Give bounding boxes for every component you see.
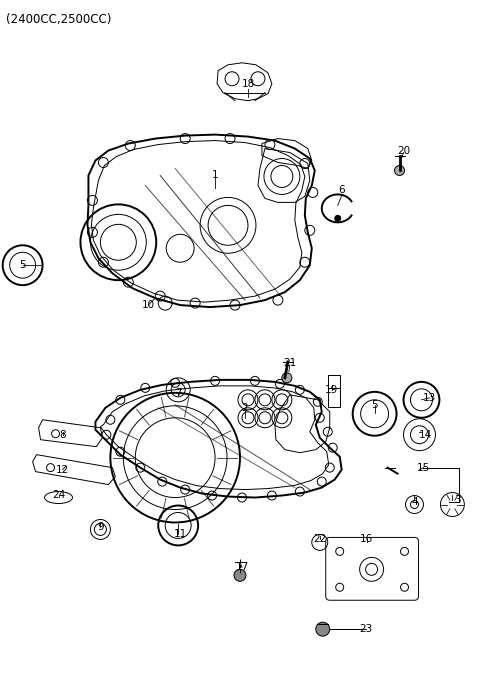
Circle shape [395,165,405,175]
Circle shape [282,373,292,383]
Circle shape [335,215,341,221]
Text: 18: 18 [241,79,254,89]
Text: 10: 10 [142,300,155,310]
Text: 11: 11 [174,529,187,540]
Text: 20: 20 [397,146,410,156]
Text: 2: 2 [241,403,248,413]
Text: 23: 23 [359,624,372,634]
Text: 13: 13 [423,393,436,403]
Text: 15: 15 [417,462,430,473]
Text: 5: 5 [19,260,26,270]
Text: 12: 12 [56,464,69,475]
Text: 17: 17 [235,563,249,572]
Text: 4: 4 [411,496,418,506]
Text: 22: 22 [313,534,326,544]
Text: 8: 8 [59,430,66,440]
Text: 1: 1 [212,171,218,181]
Text: 7: 7 [175,388,181,398]
Circle shape [316,622,330,636]
Text: 14: 14 [419,430,432,440]
Circle shape [234,569,246,582]
Text: 3: 3 [454,494,461,504]
Bar [328,375,340,407]
Text: 19: 19 [325,385,338,395]
Text: 9: 9 [97,523,104,532]
Text: 24: 24 [52,489,65,500]
Text: 5: 5 [372,400,378,410]
Text: 6: 6 [338,185,345,196]
Text: (2400CC,2500CC): (2400CC,2500CC) [6,13,111,26]
Text: 21: 21 [283,358,297,368]
Text: 16: 16 [360,534,373,544]
